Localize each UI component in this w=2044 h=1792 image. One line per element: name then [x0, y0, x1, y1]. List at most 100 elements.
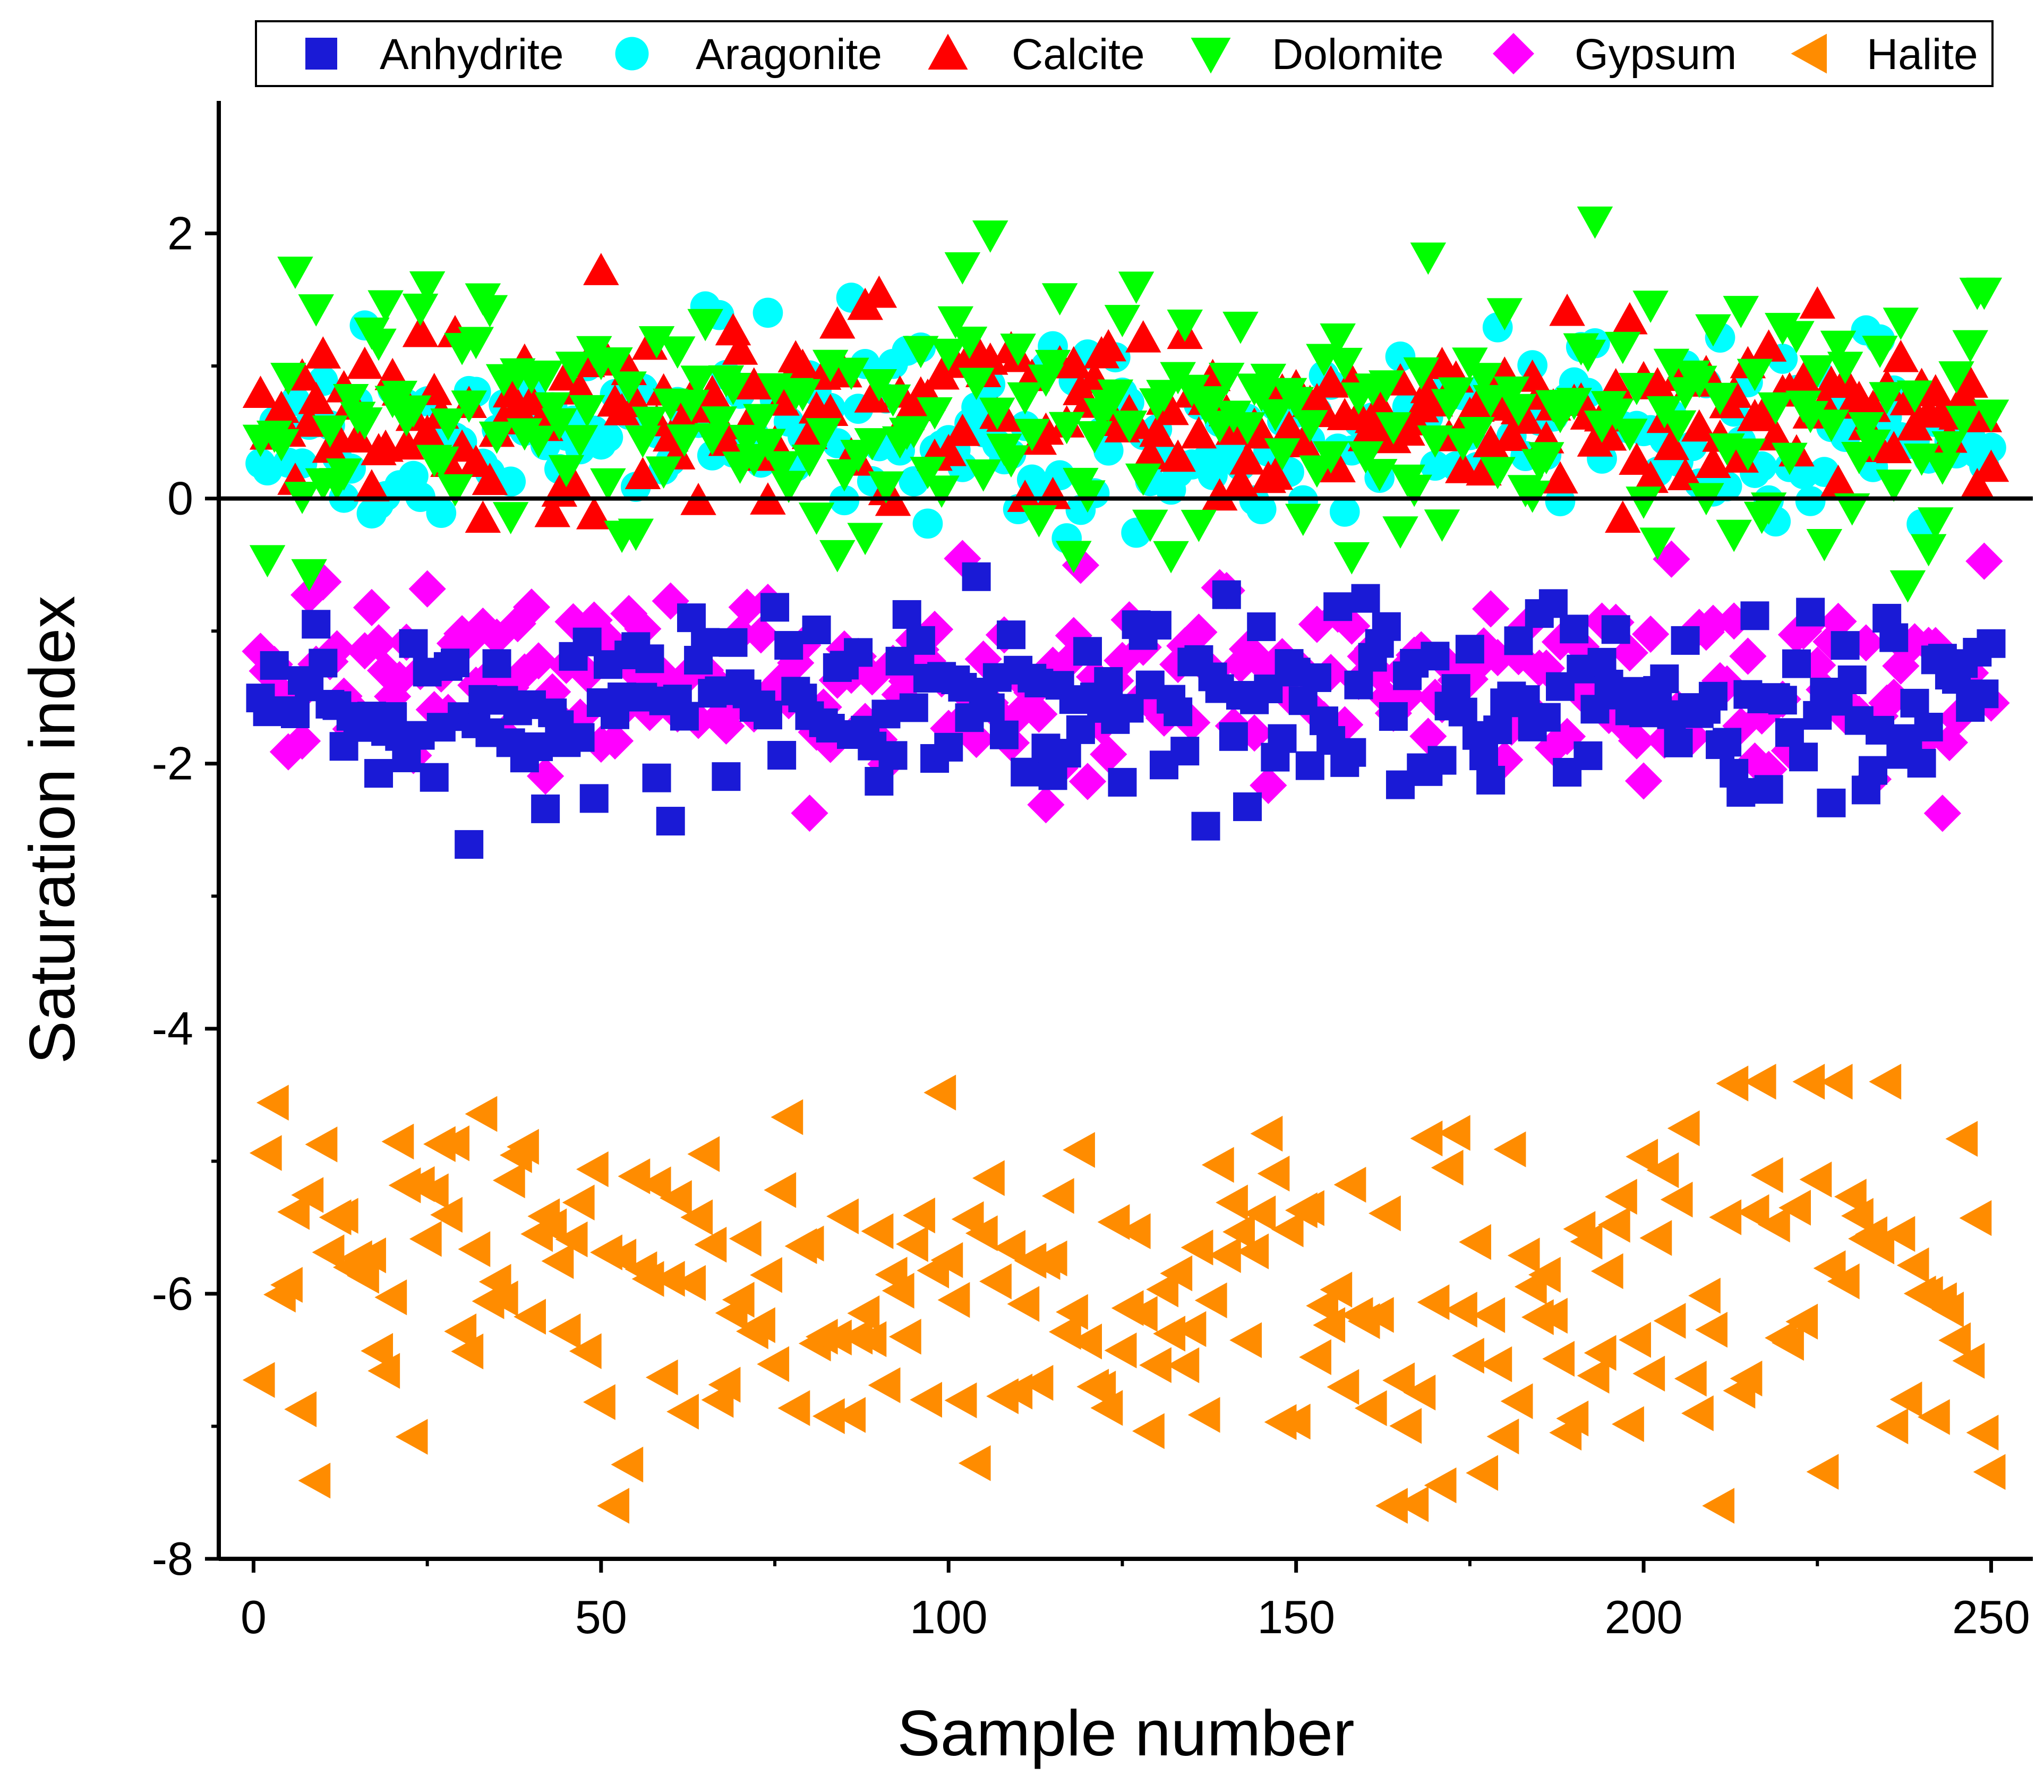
data-point-anhydrite — [1212, 580, 1241, 609]
data-point-anhydrite — [364, 759, 394, 788]
data-point-halite — [416, 1173, 449, 1209]
data-point-dolomite — [937, 306, 974, 339]
data-point-halite — [1695, 1311, 1727, 1348]
data-point-anhydrite — [1650, 664, 1679, 694]
data-point-calcite — [854, 380, 891, 413]
data-point-gypsum — [777, 644, 815, 682]
data-point-dolomite — [958, 368, 995, 400]
data-point-anhydrite — [1170, 737, 1200, 766]
data-point-gypsum — [1743, 697, 1781, 735]
series-dolomite — [242, 206, 2009, 603]
data-point-gypsum — [1298, 605, 1336, 643]
data-point-halite — [708, 1367, 741, 1403]
data-point-gypsum — [1333, 607, 1371, 645]
data-point-halite — [312, 1234, 345, 1270]
data-point-anhydrite — [1164, 697, 1193, 727]
data-point-halite — [1063, 1132, 1095, 1168]
data-point-dolomite — [1313, 441, 1349, 474]
data-point-anhydrite — [1713, 728, 1742, 757]
data-point-gypsum — [374, 678, 412, 715]
data-point-halite — [1292, 1190, 1324, 1226]
data-point-dolomite — [1209, 363, 1245, 395]
data-point-dolomite — [673, 389, 709, 422]
data-point-halite — [1681, 1395, 1714, 1431]
data-point-halite — [1827, 1263, 1860, 1300]
data-point-halite — [1521, 1299, 1554, 1335]
data-point-halite — [1369, 1195, 1401, 1232]
data-point-calcite — [861, 275, 897, 308]
data-point-gypsum — [1090, 736, 1127, 773]
data-point-anhydrite — [455, 830, 484, 859]
data-point-halite — [1938, 1322, 1971, 1359]
data-point-halite — [1639, 1220, 1672, 1256]
data-point-halite — [1327, 1369, 1359, 1405]
data-point-halite — [840, 1318, 873, 1355]
data-point-halite — [965, 1215, 998, 1251]
data-point-halite — [1313, 1307, 1346, 1343]
data-point-calcite — [465, 500, 501, 533]
data-point-calcite — [1883, 339, 1919, 372]
data-point-halite — [722, 1282, 755, 1318]
data-point-halite — [1333, 1166, 1366, 1203]
y-tick-label: -8 — [152, 1532, 193, 1585]
data-point-halite — [1125, 1296, 1158, 1332]
data-point-dolomite — [1194, 386, 1231, 419]
data-point-anhydrite — [280, 699, 310, 728]
data-point-dolomite — [1118, 271, 1154, 304]
data-point-gypsum — [1409, 718, 1447, 755]
data-point-halite — [743, 1307, 775, 1343]
data-point-calcite — [1757, 418, 1794, 451]
data-point-anhydrite — [871, 699, 901, 729]
data-point-gypsum — [1923, 795, 1961, 832]
legend-marker-dolomite — [1191, 38, 1231, 74]
data-point-halite — [1132, 1413, 1165, 1449]
data-point-calcite — [347, 346, 383, 379]
data-point-halite — [771, 1099, 803, 1136]
data-point-dolomite — [1716, 519, 1752, 552]
data-point-dolomite — [1167, 309, 1203, 342]
data-point-dolomite — [1034, 349, 1071, 382]
data-point-dolomite — [972, 220, 1008, 253]
data-point-halite — [1646, 1152, 1679, 1189]
data-point-dolomite — [1528, 442, 1564, 475]
data-point-dolomite — [458, 327, 494, 360]
data-point-halite — [569, 1333, 602, 1369]
legend-marker-aragonite — [615, 37, 649, 71]
data-point-halite — [813, 1398, 845, 1435]
data-point-anhydrite — [1601, 615, 1630, 644]
data-point-halite — [1056, 1294, 1088, 1330]
data-point-dolomite — [1653, 348, 1690, 381]
data-point-dolomite — [437, 474, 473, 507]
data-point-anhydrite — [1421, 642, 1450, 671]
data-point-dolomite — [1973, 399, 2009, 432]
data-point-calcite — [813, 394, 849, 426]
data-point-dolomite — [1862, 336, 1898, 368]
data-point-halite — [638, 1166, 671, 1202]
data-point-halite — [1597, 1207, 1630, 1243]
data-point-halite — [1181, 1230, 1213, 1266]
data-point-dolomite — [1104, 305, 1141, 337]
data-point-calcite — [458, 445, 494, 477]
data-point-dolomite — [1153, 541, 1189, 574]
data-point-halite — [1070, 1323, 1102, 1360]
data-point-anhydrite — [1344, 670, 1373, 699]
data-point-halite — [1778, 1190, 1811, 1226]
data-point-gypsum — [1472, 590, 1510, 628]
data-point-halite — [409, 1221, 442, 1257]
data-point-anhydrite — [670, 702, 699, 731]
data-point-aragonite — [1976, 432, 2006, 463]
data-point-halite — [833, 1397, 866, 1433]
data-point-dolomite — [1730, 438, 1766, 471]
data-point-gypsum — [290, 576, 328, 614]
legend-box — [255, 20, 1994, 87]
data-point-dolomite — [367, 290, 404, 323]
data-point-halite — [437, 1125, 469, 1162]
data-point-halite — [1750, 1157, 1783, 1193]
data-point-aragonite — [1329, 497, 1360, 527]
data-point-halite — [1153, 1316, 1186, 1352]
data-point-dolomite — [993, 445, 1029, 478]
data-point-halite — [1799, 1161, 1832, 1198]
x-tick-label: 150 — [1257, 1591, 1335, 1643]
data-point-halite — [1090, 1390, 1123, 1426]
data-point-dolomite — [1910, 534, 1947, 567]
